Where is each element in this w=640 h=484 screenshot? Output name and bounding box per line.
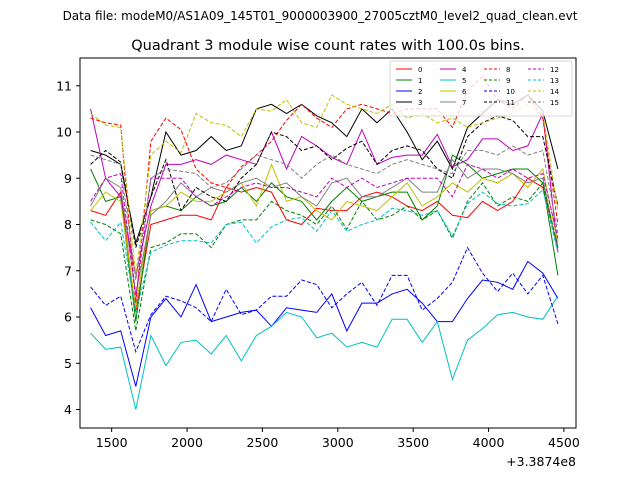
series-line-9	[90, 181, 559, 331]
x-tick-label: 3000	[322, 435, 354, 450]
legend-label-10: 10	[506, 88, 515, 96]
legend-label-12: 12	[550, 66, 559, 74]
y-tick-label: 9	[64, 171, 72, 186]
y-tick-label: 4	[64, 402, 72, 417]
legend-label-8: 8	[506, 66, 510, 74]
figure-suptitle: Data file: modeM0/AS1A09_145T01_90000039…	[63, 9, 578, 23]
series-line-15	[90, 145, 559, 281]
y-tick-label: 11	[56, 78, 72, 93]
x-tick-label: 2000	[171, 435, 203, 450]
legend-label-1: 1	[418, 77, 422, 85]
series-line-1	[90, 154, 559, 322]
series-line-11	[90, 115, 559, 248]
y-tick-label: 5	[64, 356, 72, 371]
legend-label-3: 3	[418, 99, 422, 107]
legend-label-4: 4	[462, 66, 467, 74]
series-line-14	[90, 94, 559, 276]
series-line-7	[90, 158, 559, 294]
series-line-4	[90, 108, 559, 276]
plot-lines-group	[90, 75, 559, 410]
series-line-12	[90, 163, 559, 299]
y-tick-label: 6	[64, 310, 72, 325]
legend-label-6: 6	[462, 88, 467, 96]
legend-label-15: 15	[550, 99, 559, 107]
x-axis-offset-label: +3.3874e8	[506, 454, 576, 469]
series-line-13	[90, 188, 559, 313]
y-axis-ticks: 4 5 6 7 8 9 10 11	[56, 78, 80, 417]
x-tick-label: 4500	[548, 435, 580, 450]
y-tick-label: 7	[64, 263, 72, 278]
series-line-6	[90, 163, 559, 308]
series-line-10	[90, 246, 559, 354]
y-tick-label: 10	[56, 125, 72, 140]
legend-label-14: 14	[550, 88, 559, 96]
x-tick-label: 2500	[247, 435, 279, 450]
legend-label-9: 9	[506, 77, 510, 85]
legend-label-2: 2	[418, 88, 422, 96]
x-axis-ticks: 1500 2000 2500 3000 3500 4000 4500	[96, 428, 580, 450]
x-tick-label: 1500	[96, 435, 128, 450]
x-tick-label: 4000	[473, 435, 505, 450]
legend-label-11: 11	[506, 99, 515, 107]
legend-label-7: 7	[462, 99, 466, 107]
x-tick-label: 3500	[397, 435, 429, 450]
series-line-2	[90, 260, 559, 387]
axes-frame	[79, 57, 577, 429]
legend-box	[389, 60, 573, 117]
legend-label-0: 0	[418, 66, 422, 74]
legend-label-5: 5	[462, 77, 466, 85]
series-line-0	[90, 177, 559, 313]
series-line-5	[90, 295, 559, 410]
legend-label-13: 13	[550, 77, 559, 85]
y-tick-label: 8	[64, 217, 72, 232]
chart-title: Quadrant 3 module wise count rates with …	[131, 38, 525, 54]
